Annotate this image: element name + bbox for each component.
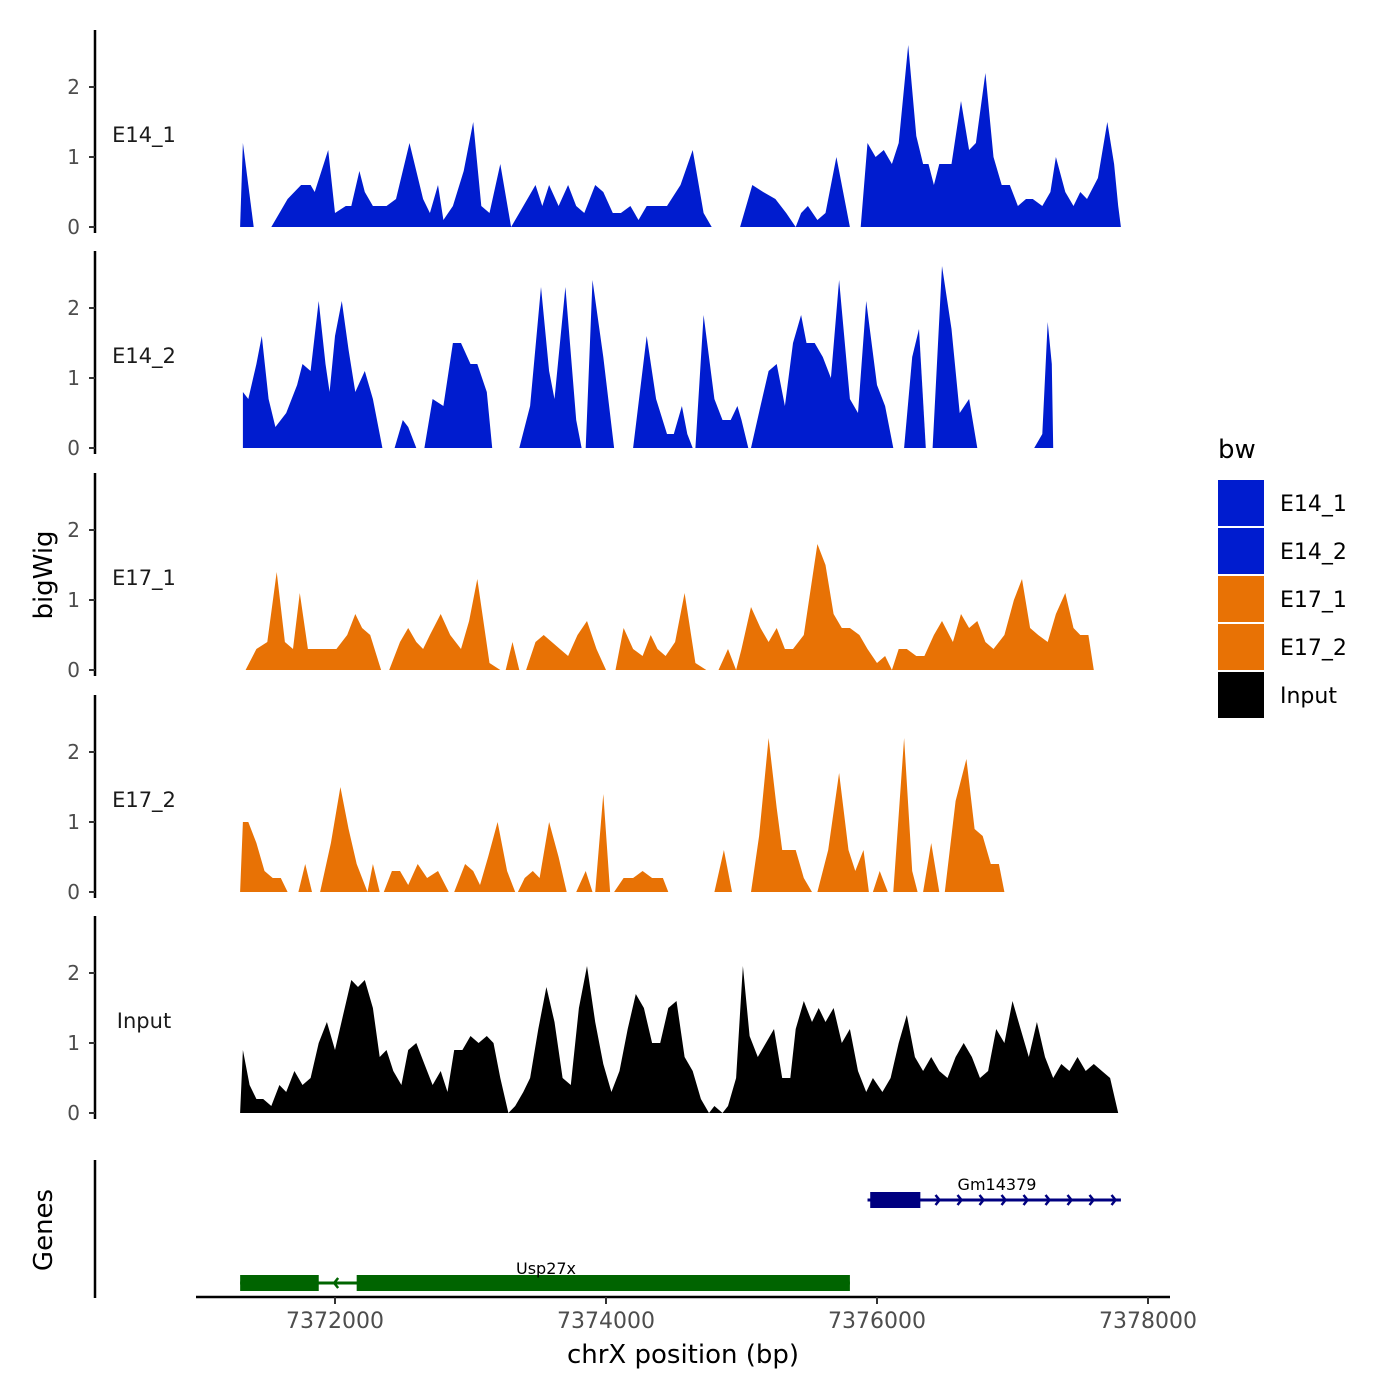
legend-swatch-E17_2 — [1218, 624, 1264, 670]
track-panel-Input: 0 1 2 Input — [67, 916, 1119, 1125]
y-tick-label: 2 — [67, 961, 80, 985]
strand-arrow — [1044, 1194, 1052, 1206]
legend-title: bw — [1218, 435, 1256, 465]
track-panel-E17_2: 0 1 2 E17_2 — [67, 695, 1005, 904]
coverage-area-E17_1 — [718, 544, 1094, 670]
x-tick-label: 7372000 — [286, 1309, 384, 1334]
coverage-area-E17_2 — [576, 794, 669, 892]
track-label-E14_2: E14_2 — [112, 344, 176, 369]
gene-exon — [356, 1275, 850, 1291]
y-tick-label: 0 — [67, 1101, 80, 1125]
track-label-E14_1: E14_1 — [112, 123, 176, 148]
track-label-Input: Input — [117, 1009, 171, 1033]
tracks-group: 0 1 2 E14_1 0 1 2 E14_2 0 1 2 E17_1 0 1 2 E17_2 0 1 2 Input — [67, 30, 1121, 1125]
y-tick-label: 2 — [67, 296, 80, 320]
genes-axis-title: Genes — [29, 1189, 59, 1271]
strand-arrow — [978, 1194, 986, 1206]
genes-group: Gm14379 Usp27x — [93, 1160, 1121, 1298]
strand-arrow — [1110, 1194, 1118, 1206]
y-tick-label: 1 — [67, 810, 80, 834]
coverage-area-E17_1 — [389, 579, 501, 670]
coverage-area-Input — [240, 966, 1119, 1113]
y-tick-label: 0 — [67, 436, 80, 460]
y-tick-label: 2 — [67, 75, 80, 99]
x-axis-title: chrX position (bp) — [567, 1340, 799, 1370]
coverage-area-E14_1 — [740, 157, 850, 227]
coverage-area-E14_1 — [271, 122, 712, 227]
y-tick-label: 0 — [67, 880, 80, 904]
gene-exon — [240, 1275, 319, 1291]
gene-exon — [870, 1192, 921, 1208]
y-tick-label: 0 — [67, 215, 80, 239]
strand-arrow — [1022, 1194, 1030, 1206]
gene-Usp27x: Usp27x — [240, 1259, 850, 1291]
coverage-area-E14_2 — [932, 266, 978, 448]
legend-swatch-E14_2 — [1218, 528, 1264, 574]
coverage-area-E14_2 — [394, 420, 417, 448]
legend-label-E14_1: E14_1 — [1280, 492, 1347, 517]
legend: E14_1 E14_2 E17_1 E17_2 Input — [1218, 480, 1347, 718]
legend-label-E17_1: E17_1 — [1280, 588, 1347, 613]
coverage-area-E14_2 — [904, 329, 926, 448]
y-tick-label: 1 — [67, 366, 80, 390]
track-label-E17_1: E17_1 — [112, 566, 176, 591]
x-tick-label: 7374000 — [557, 1309, 655, 1334]
y-tick-label: 1 — [67, 1031, 80, 1055]
y-tick-label: 2 — [67, 740, 80, 764]
strand-arrow — [332, 1277, 340, 1289]
coverage-area-E14_2 — [633, 280, 894, 448]
legend-label-E14_2: E14_2 — [1280, 540, 1347, 565]
coverage-area-E14_2 — [1034, 322, 1054, 448]
coverage-area-E17_2 — [714, 850, 732, 892]
coverage-area-E14_1 — [240, 143, 254, 227]
track-label-E17_2: E17_2 — [112, 788, 176, 813]
legend-swatch-Input — [1218, 672, 1264, 718]
x-tick-label: 7376000 — [828, 1309, 926, 1334]
legend-swatch-E14_1 — [1218, 480, 1264, 526]
legend-swatch-E17_1 — [1218, 576, 1264, 622]
legend-label-E17_2: E17_2 — [1280, 636, 1347, 661]
x-ticks-group: 7372000 7374000 7376000 7378000 — [286, 1297, 1197, 1334]
strand-arrow — [1000, 1194, 1008, 1206]
gene-label-Gm14379: Gm14379 — [958, 1175, 1037, 1194]
coverage-area-E17_2 — [298, 864, 312, 892]
y-tick-label: 1 — [67, 588, 80, 612]
coverage-area-E17_2 — [320, 787, 567, 892]
coverage-area-E17_1 — [505, 642, 520, 670]
x-tick-label: 7378000 — [1099, 1309, 1197, 1334]
track-panel-E17_1: 0 1 2 E17_1 — [67, 473, 1094, 682]
y-tick-label: 1 — [67, 145, 80, 169]
coverage-area-E17_1 — [615, 593, 707, 670]
coverage-area-E17_1 — [526, 621, 606, 670]
coverage-area-E17_2 — [240, 822, 288, 892]
strand-arrow — [934, 1194, 942, 1206]
legend-label-Input: Input — [1280, 684, 1337, 709]
coverage-area-E14_2 — [242, 301, 383, 448]
coverage-area-E14_2 — [424, 343, 493, 448]
gene-label-Usp27x: Usp27x — [516, 1259, 576, 1278]
coverage-area-E17_2 — [751, 738, 1005, 892]
y-tick-label: 0 — [67, 658, 80, 682]
strand-arrow — [1066, 1194, 1074, 1206]
strand-arrow — [1088, 1194, 1096, 1206]
track-panel-E14_1: 0 1 2 E14_1 — [67, 30, 1121, 239]
coverage-area-E14_2 — [519, 280, 615, 448]
y-tick-label: 2 — [67, 518, 80, 542]
coverage-area-E14_1 — [860, 45, 1121, 227]
gene-Gm14379: Gm14379 — [867, 1175, 1121, 1208]
track-panel-E14_2: 0 1 2 E14_2 — [67, 251, 1054, 460]
y-axis-title: bigWig — [29, 530, 59, 619]
coverage-area-E17_1 — [245, 572, 382, 670]
strand-arrow — [956, 1194, 964, 1206]
